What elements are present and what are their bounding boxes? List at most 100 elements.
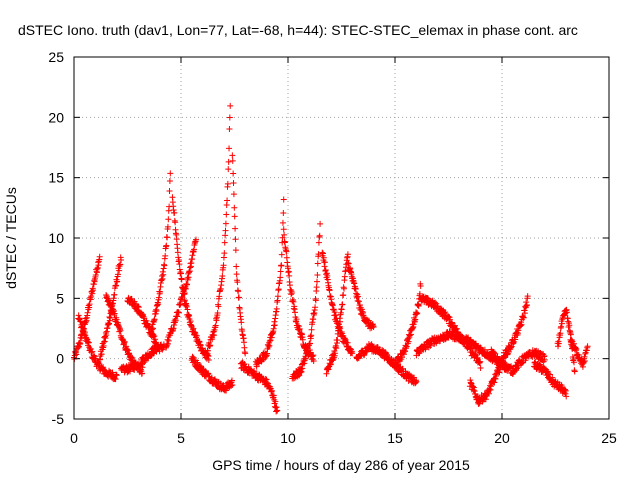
data-point <box>235 294 242 301</box>
data-point <box>94 264 101 271</box>
data-point <box>204 347 211 354</box>
data-point <box>166 177 173 184</box>
data-point <box>224 197 231 204</box>
data-point <box>549 374 556 381</box>
data-point <box>329 357 336 364</box>
data-point <box>80 325 87 332</box>
data-point <box>230 180 237 187</box>
data-point <box>393 361 400 368</box>
data-point <box>584 343 591 350</box>
data-point <box>308 332 315 339</box>
data-point <box>212 322 219 329</box>
data-point <box>233 271 240 278</box>
data-point <box>570 359 577 366</box>
data-point <box>231 204 238 211</box>
data-point <box>557 330 564 337</box>
data-point <box>245 363 252 370</box>
data-point <box>225 166 232 173</box>
data-point <box>165 337 172 344</box>
data-point <box>507 344 514 351</box>
data-point <box>232 247 239 254</box>
data-point <box>563 309 570 316</box>
x-tick-label: 25 <box>601 430 617 446</box>
data-point <box>173 236 180 243</box>
x-tick-label: 0 <box>70 430 78 446</box>
data-point <box>229 157 236 164</box>
data-point <box>451 322 458 329</box>
data-point <box>139 370 146 377</box>
data-point <box>267 337 274 344</box>
data-point <box>477 358 484 365</box>
data-point <box>221 250 228 257</box>
data-point <box>184 276 191 283</box>
data-point <box>135 303 142 310</box>
data-point <box>316 232 323 239</box>
data-point <box>365 317 372 324</box>
data-point <box>332 312 339 319</box>
data-point <box>153 307 160 314</box>
data-point <box>167 170 174 177</box>
data-point <box>222 220 229 227</box>
data-point <box>230 191 237 198</box>
data-point <box>563 393 570 400</box>
data-point <box>92 271 99 278</box>
data-point <box>278 262 285 269</box>
data-point <box>230 170 237 177</box>
data-point <box>77 340 84 347</box>
data-point <box>96 253 103 260</box>
data-point <box>349 350 356 357</box>
y-tick-label: 20 <box>48 109 64 125</box>
data-point <box>298 368 305 375</box>
data-point <box>164 234 171 241</box>
chart-title: dSTEC Iono. truth (dav1, Lon=77, Lat=-68… <box>18 22 578 38</box>
data-point <box>290 298 297 305</box>
data-point <box>275 286 282 293</box>
data-point <box>102 335 109 342</box>
data-point <box>121 338 128 345</box>
data-point <box>111 310 118 317</box>
data-point <box>283 248 290 255</box>
data-point <box>315 239 322 246</box>
data-point <box>114 271 121 278</box>
data-point <box>521 310 528 317</box>
data-point <box>232 225 239 232</box>
data-point <box>160 271 167 278</box>
x-tick-label: 15 <box>387 430 403 446</box>
data-point <box>571 368 578 375</box>
data-point <box>242 350 249 357</box>
data-point <box>313 284 320 291</box>
data-point <box>176 261 183 268</box>
data-point <box>339 301 346 308</box>
data-point <box>113 372 120 379</box>
data-point <box>226 125 233 132</box>
data-point <box>334 337 341 344</box>
data-point <box>345 260 352 267</box>
data-point <box>308 326 315 333</box>
data-point <box>518 321 525 328</box>
data-point <box>321 259 328 266</box>
data-point <box>312 297 319 304</box>
data-point <box>174 249 181 256</box>
data-point <box>89 290 96 297</box>
data-point <box>481 346 488 353</box>
data-point <box>333 345 340 352</box>
data-point <box>523 302 530 309</box>
data-point <box>315 251 322 258</box>
data-point <box>425 295 432 302</box>
data-point <box>274 293 281 300</box>
data-point <box>508 343 515 350</box>
data-point <box>271 322 278 329</box>
data-point <box>278 251 285 258</box>
data-point <box>98 351 105 358</box>
data-point <box>214 310 221 317</box>
data-point <box>279 219 286 226</box>
data-point <box>231 213 238 220</box>
data-point <box>274 407 281 414</box>
data-point <box>215 303 222 310</box>
data-point <box>272 398 279 405</box>
data-point <box>520 314 527 321</box>
data-point <box>332 350 339 357</box>
data-point <box>307 340 314 347</box>
